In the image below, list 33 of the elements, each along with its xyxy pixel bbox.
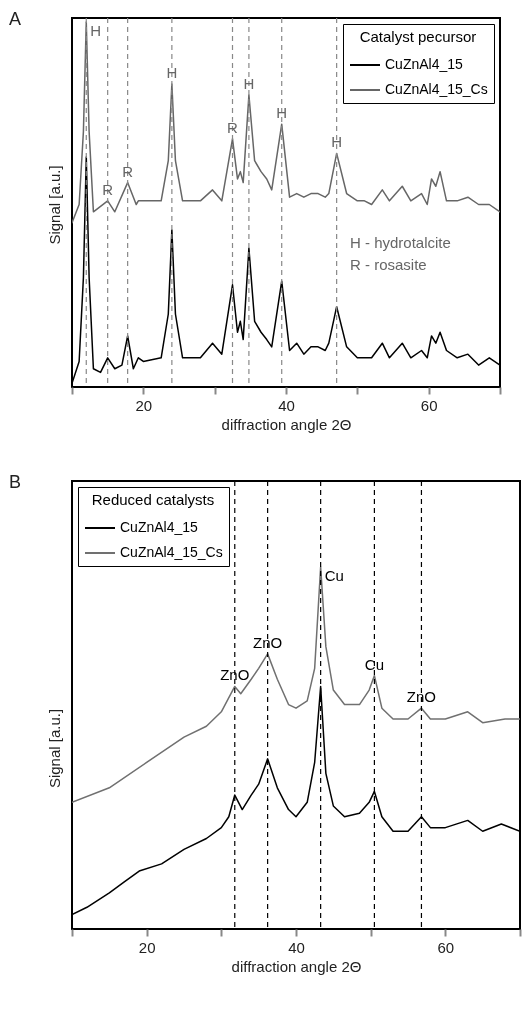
legend-title: Catalyst pecursor xyxy=(359,28,477,45)
x-axis-title: diffraction angle 2Θ xyxy=(221,415,352,433)
annotation: ZnO xyxy=(220,666,250,684)
x-tick-label: 20 xyxy=(138,938,156,956)
x-tick-label: 60 xyxy=(420,396,438,414)
annotation: R xyxy=(102,180,114,198)
x-tick-label: 40 xyxy=(288,938,305,956)
annotation: R - rosasite xyxy=(350,256,427,274)
legend-label: CuZnAl4_15_Cs xyxy=(385,81,488,97)
annotation: R xyxy=(122,162,134,180)
x-tick-label: 60 xyxy=(437,938,455,956)
chart-title: B xyxy=(9,472,22,493)
annotation: H xyxy=(331,133,343,151)
x-tick-label: 20 xyxy=(135,396,153,414)
annotation: ZnO xyxy=(253,633,283,651)
y-axis-title: Signal [a.u.] xyxy=(45,165,63,245)
legend-label: CuZnAl4_15 xyxy=(120,519,199,535)
x-tick-label: 40 xyxy=(278,396,295,414)
annotation: Cu xyxy=(324,567,344,584)
annotation: Cu xyxy=(364,655,384,673)
legend-label: CuZnAl4_15_Cs xyxy=(120,544,223,560)
annotation: H - hydrotalcite xyxy=(350,234,451,252)
legend-title: Reduced catalysts xyxy=(91,491,215,508)
y-axis-title: Signal [a.u.] xyxy=(45,708,63,789)
annotation: H xyxy=(276,104,288,122)
annotation: H xyxy=(90,22,102,39)
x-axis-title: diffraction angle 2Θ xyxy=(231,957,362,975)
annotation: H xyxy=(166,64,178,82)
annotation: H xyxy=(243,75,255,92)
chart-title: A xyxy=(9,9,22,30)
annotation: ZnO xyxy=(406,688,437,706)
legend-label: CuZnAl4_15 xyxy=(385,56,464,72)
annotation: R xyxy=(227,118,239,136)
